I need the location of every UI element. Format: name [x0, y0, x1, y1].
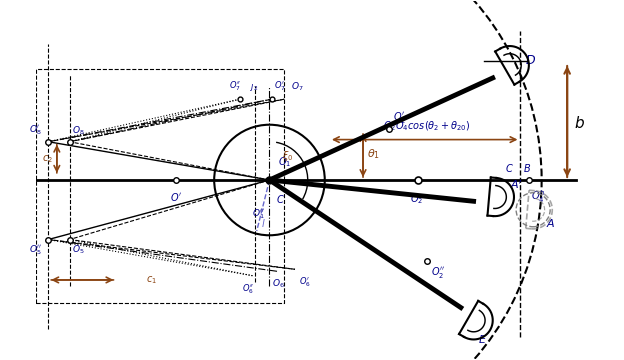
- Bar: [36, 69, 285, 303]
- Text: $D$: $D$: [525, 54, 535, 67]
- Text: $O_8$: $O_8$: [72, 125, 84, 138]
- Text: $O_6$: $O_6$: [271, 278, 285, 290]
- Text: $O_5''$: $O_5''$: [29, 244, 42, 257]
- Text: $O_2$: $O_2$: [409, 192, 423, 206]
- Text: $\theta_1$: $\theta_1$: [368, 148, 380, 161]
- Text: $O_7'$: $O_7'$: [274, 79, 286, 93]
- Text: $B$: $B$: [522, 162, 530, 174]
- Text: $l$: $l$: [261, 216, 266, 229]
- Text: $C$: $C$: [505, 162, 514, 174]
- Text: $O_7''$: $O_7''$: [229, 79, 241, 93]
- Text: $O_8'$: $O_8'$: [29, 124, 42, 138]
- Text: $O_7$: $O_7$: [291, 80, 303, 93]
- Text: $O'$: $O'$: [170, 191, 182, 203]
- Text: $O_2O_4cos(\theta_2+\theta_{20})$: $O_2O_4cos(\theta_2+\theta_{20})$: [383, 120, 470, 133]
- Text: $O_2'$: $O_2'$: [392, 110, 406, 125]
- Text: $E$: $E$: [477, 333, 487, 345]
- Text: $C$: $C$: [276, 193, 285, 205]
- Text: $O_2''$: $O_2''$: [431, 265, 445, 280]
- Text: $O_6'$: $O_6'$: [300, 276, 311, 289]
- Text: $O_1$: $O_1$: [278, 156, 291, 169]
- Text: $b$: $b$: [573, 114, 585, 131]
- Text: $O_6''$: $O_6''$: [242, 282, 255, 296]
- Text: $A$: $A$: [546, 216, 555, 229]
- Text: $c_2$: $c_2$: [42, 153, 52, 165]
- Text: $O_1''$: $O_1''$: [252, 207, 265, 221]
- Text: $\xi_0$: $\xi_0$: [282, 149, 294, 163]
- Text: $\jmath_2$: $\jmath_2$: [250, 82, 259, 93]
- Text: $O_5$: $O_5$: [72, 244, 84, 256]
- Text: $O_4^h$: $O_4^h$: [531, 189, 545, 205]
- Text: $c_1$: $c_1$: [146, 274, 157, 286]
- Text: $A'$: $A'$: [510, 178, 523, 191]
